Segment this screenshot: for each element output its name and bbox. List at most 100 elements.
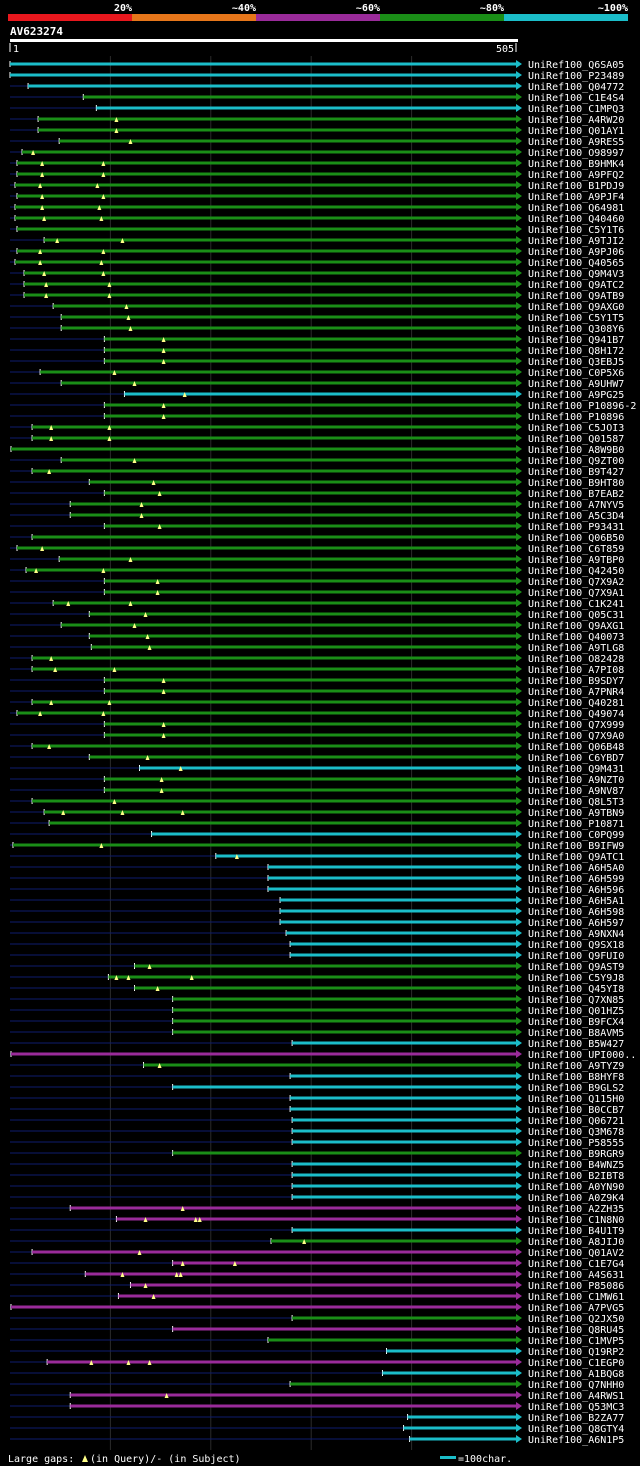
hit-row[interactable]: UniRef100_Q7X9A1	[10, 588, 624, 599]
hit-label[interactable]: UniRef100_Q8RU45	[528, 1325, 624, 1336]
hit-label[interactable]: UniRef100_B9SDY7	[528, 676, 624, 687]
hit-label[interactable]: UniRef100_C5Y1T5	[528, 313, 624, 324]
hit-row[interactable]: UniRef100_B9FCX4	[10, 1017, 624, 1028]
hit-bar[interactable]	[61, 326, 516, 330]
hit-row[interactable]: UniRef100_A7NYV5	[10, 500, 624, 511]
hit-bar[interactable]	[118, 1294, 516, 1298]
hit-row[interactable]: UniRef100_A9PJ06	[10, 247, 624, 258]
hit-label[interactable]: UniRef100_C6T859	[528, 544, 624, 555]
hit-bar[interactable]	[130, 1283, 516, 1287]
hit-row[interactable]: UniRef100_A0Z9K4	[10, 1193, 624, 1204]
hit-bar[interactable]	[268, 1338, 516, 1342]
hit-bar[interactable]	[403, 1426, 516, 1430]
hit-bar[interactable]	[17, 227, 517, 231]
hit-label[interactable]: UniRef100_A9PJF4	[528, 192, 624, 203]
hit-row[interactable]: UniRef100_A9TLG8	[10, 643, 624, 654]
hit-bar[interactable]	[280, 909, 516, 913]
hit-row[interactable]: UniRef100_Q9AXG0	[10, 302, 624, 313]
hit-row[interactable]: UniRef100_A9NZT0	[10, 775, 624, 786]
hit-label[interactable]: UniRef100_B4U1T9	[528, 1226, 624, 1237]
hit-row[interactable]: UniRef100_A5C3D4	[10, 511, 624, 522]
hit-row[interactable]: UniRef100_C5Y9J8	[10, 973, 624, 984]
hit-row[interactable]: UniRef100_B9SDY7	[10, 676, 624, 687]
hit-row[interactable]: UniRef100_A6H597	[10, 918, 624, 929]
hit-row[interactable]: UniRef100_B2IBT8	[10, 1171, 624, 1182]
hit-label[interactable]: UniRef100_Q9AST9	[528, 962, 624, 973]
hit-label[interactable]: UniRef100_A9NV87	[528, 786, 624, 797]
hit-bar[interactable]	[89, 634, 517, 638]
hit-label[interactable]: UniRef100_Q8GTY4	[528, 1424, 624, 1435]
hit-label[interactable]: UniRef100_Q40460	[528, 214, 624, 225]
hit-label[interactable]: UniRef100_A9NXN4	[528, 929, 624, 940]
hit-row[interactable]: UniRef100_O82428	[10, 654, 624, 665]
hit-label[interactable]: UniRef100_A9TYZ9	[528, 1061, 624, 1072]
hit-row[interactable]: UniRef100_B9T427	[10, 467, 624, 478]
hit-bar[interactable]	[104, 491, 516, 495]
hit-row[interactable]: UniRef100_Q06B48	[10, 742, 624, 753]
hit-row[interactable]: UniRef100_B7EAB2	[10, 489, 624, 500]
hit-bar[interactable]	[409, 1437, 516, 1441]
hit-label[interactable]: UniRef100_Q3M678	[528, 1127, 624, 1138]
hit-row[interactable]: UniRef100_Q8H172	[10, 346, 624, 357]
hit-label[interactable]: UniRef100_A1BQG8	[528, 1369, 624, 1380]
hit-row[interactable]: UniRef100_A6H5A1	[10, 896, 624, 907]
hit-row[interactable]: UniRef100_A4S631	[10, 1270, 624, 1281]
hit-label[interactable]: UniRef100_B9T427	[528, 467, 624, 478]
hit-label[interactable]: UniRef100_UPI000..	[528, 1050, 636, 1061]
hit-bar[interactable]	[292, 1162, 516, 1166]
hit-bar[interactable]	[15, 183, 517, 187]
hit-label[interactable]: UniRef100_Q7X9A1	[528, 588, 624, 599]
hit-label[interactable]: UniRef100_Q9ATB9	[528, 291, 624, 302]
hit-label[interactable]: UniRef100_A6H597	[528, 918, 624, 929]
hit-bar[interactable]	[172, 1008, 516, 1012]
hit-row[interactable]: UniRef100_Q9ZT00	[10, 456, 624, 467]
hit-bar[interactable]	[44, 238, 517, 242]
hit-bar[interactable]	[44, 810, 517, 814]
hit-label[interactable]: UniRef100_A9TBP0	[528, 555, 624, 566]
hit-bar[interactable]	[290, 1107, 516, 1111]
hit-bar[interactable]	[70, 513, 516, 517]
hit-label[interactable]: UniRef100_Q308Y6	[528, 324, 624, 335]
hit-row[interactable]: UniRef100_A1BQG8	[10, 1369, 624, 1380]
hit-bar[interactable]	[172, 1085, 516, 1089]
hit-label[interactable]: UniRef100_C1MVP5	[528, 1336, 624, 1347]
hit-label[interactable]: UniRef100_A4S631	[528, 1270, 624, 1281]
hit-row[interactable]: UniRef100_Q6SA05	[9, 60, 624, 71]
hit-bar[interactable]	[290, 953, 516, 957]
hit-row[interactable]: UniRef100_Q19RP2	[10, 1347, 624, 1358]
hit-row[interactable]: UniRef100_Q308Y6	[10, 324, 624, 335]
hit-label[interactable]: UniRef100_Q19RP2	[528, 1347, 624, 1358]
hit-bar[interactable]	[104, 359, 516, 363]
hit-label[interactable]: UniRef100_Q8L5T3	[528, 797, 624, 808]
hit-row[interactable]: UniRef100_Q9ATC1	[10, 852, 624, 863]
hit-label[interactable]: UniRef100_P10896	[528, 412, 624, 423]
hit-row[interactable]: UniRef100_B2ZA77	[10, 1413, 624, 1424]
hit-bar[interactable]	[172, 1261, 516, 1265]
hit-bar[interactable]	[108, 975, 516, 979]
hit-label[interactable]: UniRef100_A7PNR4	[528, 687, 624, 698]
hit-label[interactable]: UniRef100_Q9ATC1	[528, 852, 624, 863]
hit-bar[interactable]	[61, 381, 516, 385]
hit-bar[interactable]	[17, 172, 517, 176]
hit-row[interactable]: UniRef100_C0PQ99	[10, 830, 624, 841]
hit-label[interactable]: UniRef100_Q40565	[528, 258, 624, 269]
hit-label[interactable]: UniRef100_Q9ATC2	[528, 280, 624, 291]
hit-label[interactable]: UniRef100_A8JIJ0	[528, 1237, 624, 1248]
hit-row[interactable]: UniRef100_A2ZH35	[10, 1204, 624, 1215]
hit-row[interactable]: UniRef100_B9HT80	[10, 478, 624, 489]
hit-bar[interactable]	[89, 755, 517, 759]
hit-bar[interactable]	[70, 1206, 516, 1210]
hit-label[interactable]: UniRef100_C1E4S4	[528, 93, 624, 104]
hit-bar[interactable]	[32, 425, 516, 429]
hit-row[interactable]: UniRef100_B9IFW9	[10, 841, 624, 852]
hit-row[interactable]: UniRef100_A9TJI2	[10, 236, 624, 247]
hit-row[interactable]: UniRef100_Q49074	[10, 709, 624, 720]
hit-bar[interactable]	[280, 920, 516, 924]
hit-row[interactable]: UniRef100_B1PDJ9	[10, 181, 624, 192]
hit-label[interactable]: UniRef100_Q42450	[528, 566, 624, 577]
hit-label[interactable]: UniRef100_Q45YI8	[528, 984, 624, 995]
hit-bar[interactable]	[10, 62, 516, 66]
hit-row[interactable]: UniRef100_Q3M678	[10, 1127, 624, 1138]
hit-label[interactable]: UniRef100_A0Z9K4	[528, 1193, 624, 1204]
hit-row[interactable]: UniRef100_B9RGR9	[10, 1149, 624, 1160]
